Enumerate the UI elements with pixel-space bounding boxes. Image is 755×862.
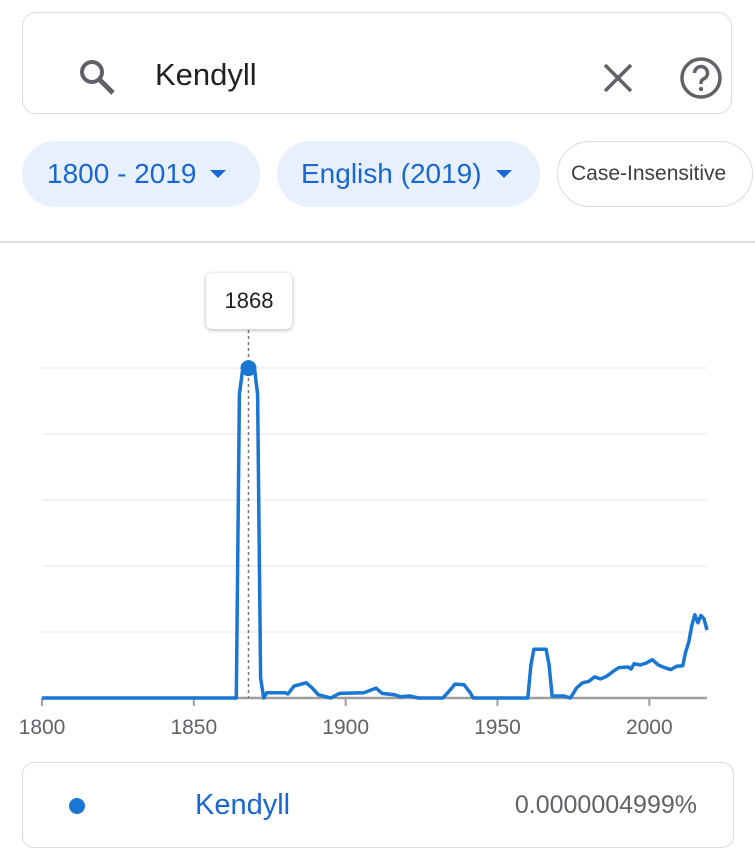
x-tick-label: 2000 [626, 716, 673, 739]
series-line-kendyll [42, 366, 709, 700]
x-tick-label: 1900 [322, 716, 369, 739]
date-range-label: 1800 - 2019 [47, 158, 197, 189]
help-circle-icon[interactable] [679, 56, 723, 100]
search-icon[interactable] [77, 57, 117, 97]
legend-value: 0.0000004999% [514, 791, 697, 819]
highlight-point [240, 360, 257, 377]
series-dot-icon [69, 798, 85, 814]
caret-down-icon [210, 170, 227, 178]
case-insensitive-label: Case-Insensitive [571, 162, 727, 185]
ngram-chart[interactable]: 1800 1850 1900 1950 2000 [0, 250, 755, 750]
corpus-dropdown[interactable]: English (2019) [277, 141, 540, 207]
divider [0, 241, 755, 243]
x-tick-label: 1850 [170, 716, 217, 739]
x-tick-label: 1800 [19, 716, 66, 739]
search-input[interactable]: Kendyll [155, 57, 257, 92]
close-icon[interactable] [601, 61, 635, 95]
corpus-label: English (2019) [301, 158, 482, 189]
tooltip-year: 1868 [224, 288, 274, 313]
legend-row[interactable]: Kendyll 0.0000004999% [22, 762, 734, 848]
date-range-dropdown[interactable]: 1800 - 2019 [22, 141, 260, 207]
search-box[interactable]: Kendyll [22, 12, 732, 114]
hover-tooltip: 1868 [206, 273, 292, 329]
x-tick-label: 1950 [474, 716, 521, 739]
caret-down-icon [495, 170, 512, 178]
case-insensitive-toggle[interactable]: Case-Insensitive [557, 141, 753, 207]
legend-term[interactable]: Kendyll [195, 789, 291, 821]
